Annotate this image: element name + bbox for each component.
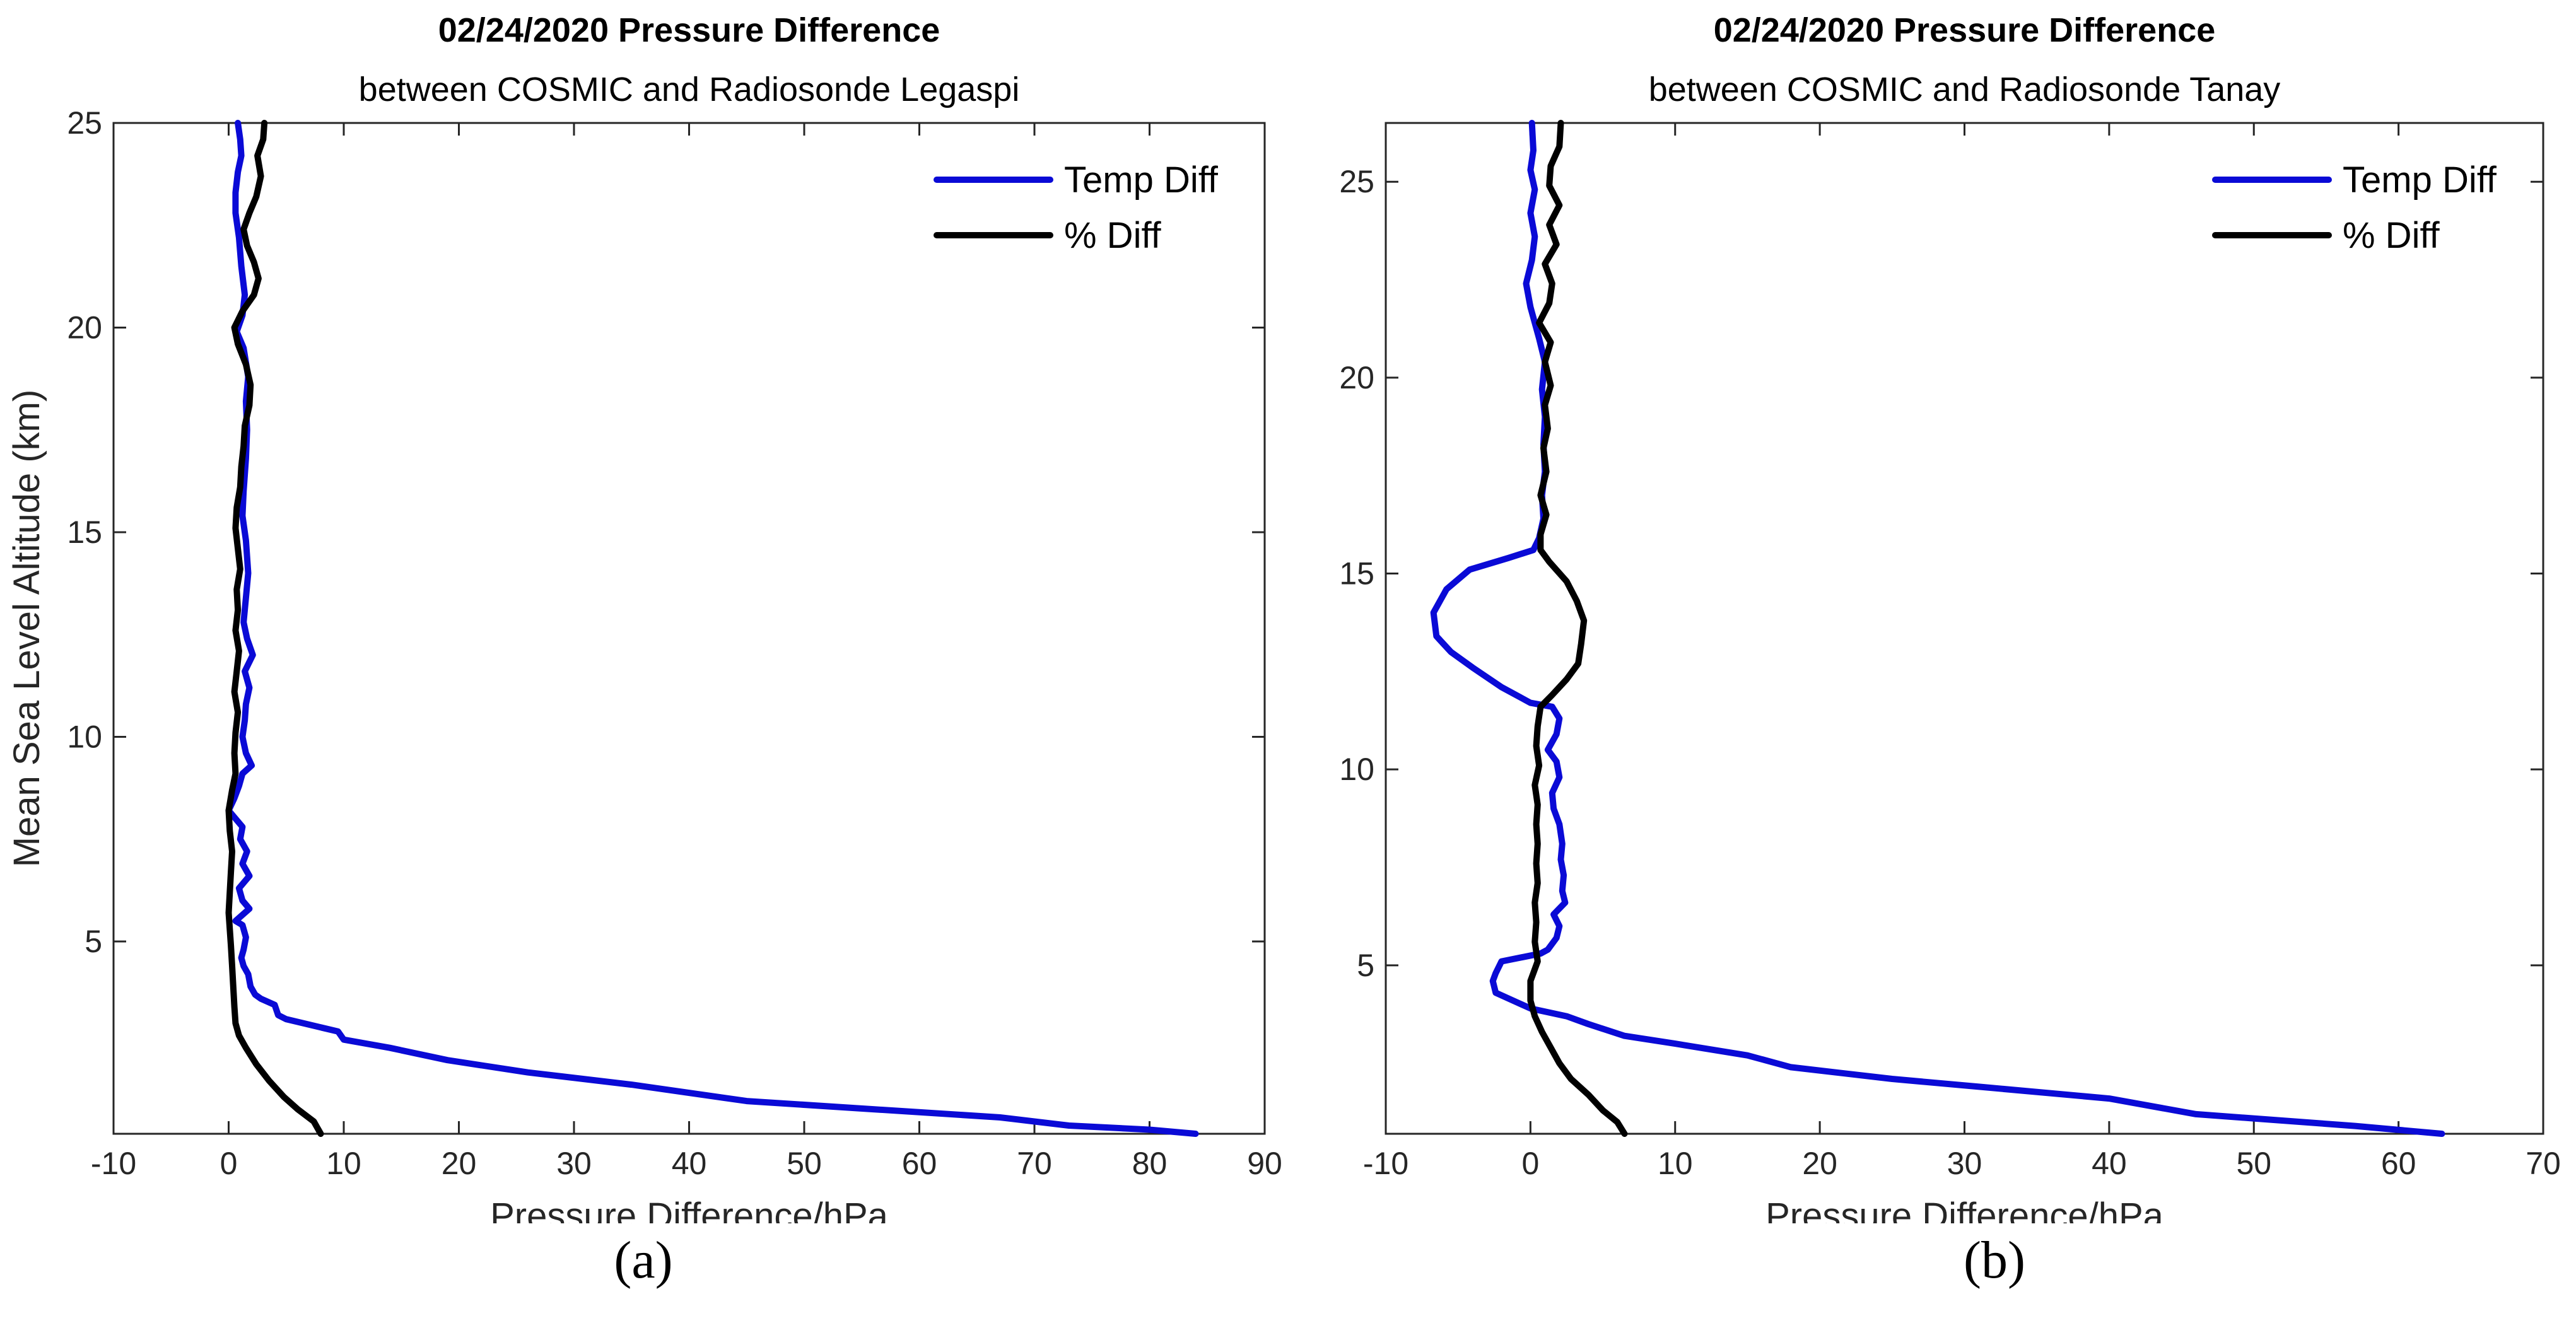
pct-diff-line-a: [225, 120, 324, 1137]
y-tick-label-a: 20: [67, 310, 102, 345]
x-tick-label-b: 40: [2092, 1146, 2127, 1181]
x-tick-label-a: 90: [1247, 1146, 1282, 1181]
chart-a-svg: -10 0 10 20 30 40 50 60 70 80 90 5 10 15 20 25 02/24/202…: [6, 11, 1282, 1223]
x-tick-label-a: 80: [1132, 1146, 1168, 1181]
y-tick-label-a: 5: [85, 924, 102, 959]
temp-diff-line-a: [225, 120, 1199, 1137]
pct-diff-line-b: [1527, 120, 1628, 1137]
x-tick-label-a: 50: [787, 1146, 822, 1181]
chart-title-b: 02/24/2020 Pressure Difference: [1714, 11, 2216, 49]
y-tick-label-a: 10: [67, 719, 102, 754]
x-tick-label-b: 50: [2236, 1146, 2271, 1181]
legend-label-b: Temp Diff: [2343, 160, 2497, 201]
plot-frame-a: [112, 122, 1266, 1135]
x-tick-label-a: 10: [326, 1146, 361, 1181]
chart-subtitle-b: between COSMIC and Radiosonde Tanay: [1649, 71, 2281, 108]
legend-label-a: Temp Diff: [1064, 160, 1219, 201]
legend-label-a: % Diff: [1064, 215, 1162, 256]
x-axis-label-b: Pressure Difference/hPa: [1765, 1196, 2164, 1223]
y-tick-label-b: 25: [1339, 164, 1374, 199]
x-tick-label-a: 40: [672, 1146, 707, 1181]
chart-panel-a: -10 0 10 20 30 40 50 60 70 80 90 5 10 15 20 25 02/24/202…: [6, 11, 1282, 1290]
x-tick-label-b: 70: [2526, 1146, 2561, 1181]
chart-panel-b: -10 0 10 20 30 40 50 60 70 5 10 15 20 25 02/24/2020 Pr…: [1288, 0, 2576, 1328]
x-tick-label-a: 60: [902, 1146, 937, 1181]
legend-label-b: % Diff: [2343, 215, 2440, 256]
y-tick-label-b: 15: [1339, 556, 1374, 591]
x-axis-label-a: Pressure Difference/hPa: [490, 1196, 889, 1223]
x-tick-label-a: 20: [442, 1146, 477, 1181]
y-tick-label-a: 25: [67, 105, 102, 141]
x-tick-label-a: 70: [1017, 1146, 1052, 1181]
x-tick-label-b: 60: [2381, 1146, 2416, 1181]
x-tick-label-b: 30: [1947, 1146, 1982, 1181]
y-tick-label-a: 15: [67, 515, 102, 550]
y-tick-label-b: 10: [1339, 752, 1374, 787]
panel-label-a: (a): [614, 1231, 673, 1290]
x-tick-label-a: 30: [556, 1146, 592, 1181]
y-tick-label-b: 5: [1357, 948, 1374, 983]
temp-diff-line-b: [1430, 120, 2445, 1137]
chart-subtitle-a: between COSMIC and Radiosonde Legaspi: [359, 71, 1020, 108]
x-tick-label-a: 0: [220, 1146, 238, 1181]
chart-title-a: 02/24/2020 Pressure Difference: [438, 11, 940, 49]
chart-b-svg: -10 0 10 20 30 40 50 60 70 5 10 15 20 25 02/24/2020 Pr…: [1339, 11, 2561, 1223]
x-tick-label-b: 10: [1658, 1146, 1693, 1181]
panel-label-b: (b): [1964, 1231, 2025, 1290]
x-tick-label-b: 20: [1802, 1146, 1837, 1181]
plot-frame-b: [1385, 122, 2544, 1135]
y-tick-label-b: 20: [1339, 360, 1374, 395]
x-tick-label-a: -10: [91, 1146, 136, 1181]
y-axis-label-a: Mean Sea Level Altitude (km): [6, 390, 47, 868]
x-tick-label-b: -10: [1363, 1146, 1408, 1181]
x-tick-label-b: 0: [1521, 1146, 1539, 1181]
